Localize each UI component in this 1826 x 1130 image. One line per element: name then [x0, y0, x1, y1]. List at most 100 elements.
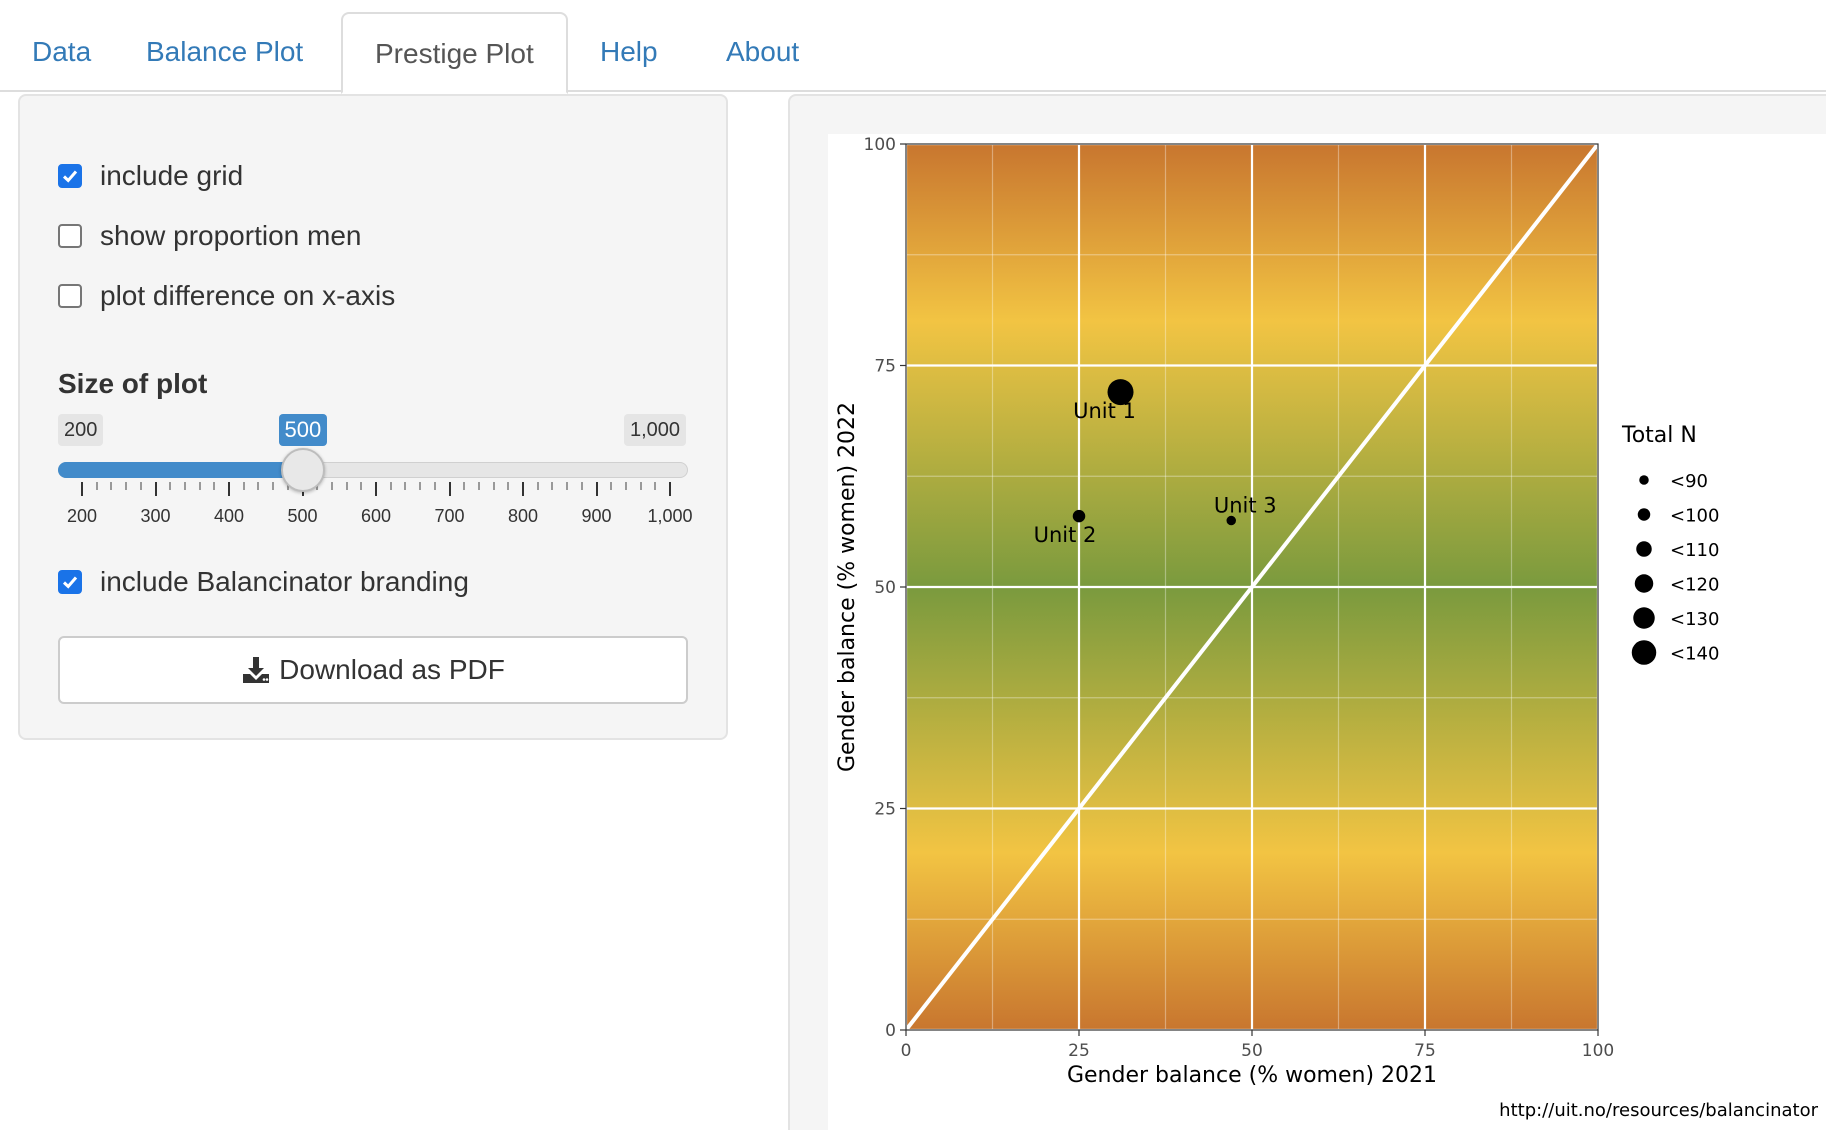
include-grid-option[interactable]: include grid: [58, 156, 243, 196]
slider-tick-label: 800: [507, 506, 539, 526]
download-pdf-button[interactable]: Download as PDF: [58, 636, 688, 704]
slider-minor-tick: [536, 482, 539, 490]
point-label: Unit 1: [1073, 399, 1136, 423]
tab-balance-plot[interactable]: Balance Plot: [146, 36, 304, 67]
size-of-plot-title: Size of plot: [58, 368, 208, 399]
data-point: [1107, 379, 1134, 406]
x-tick-label: 25: [1068, 1041, 1090, 1061]
include-grid-checkbox[interactable]: [58, 164, 82, 188]
slider-value-badge: 500: [278, 414, 328, 446]
slider-tick: [669, 482, 671, 496]
legend-key: [1633, 607, 1655, 629]
slider-max-badge: 1,000: [624, 414, 687, 446]
slider-tick: [154, 482, 157, 496]
slider-minor-tick: [110, 482, 113, 490]
download-pdf-label: Download as PDF: [279, 654, 505, 685]
x-axis-label: Gender balance (% women) 2021: [1067, 1063, 1437, 1088]
slider-tick: [522, 482, 524, 496]
checkmark-icon: [62, 170, 78, 183]
x-tick-label: 50: [1241, 1041, 1263, 1061]
slider-tick-label: 900: [581, 506, 612, 526]
plot-caption: http://uit.no/resources/balancinator: [1499, 1100, 1818, 1121]
legend-key: [1636, 541, 1652, 557]
data-point: [1072, 509, 1086, 523]
slider-minor-tick: [242, 482, 245, 490]
slider-minor-tick: [610, 482, 613, 490]
plot-difference-checkbox[interactable]: [58, 284, 82, 308]
legend-label: <90: [1670, 471, 1708, 492]
include-branding-label: include Balancinator branding: [100, 566, 469, 597]
data-points: Unit 1 Unit 2 Unit 3: [1034, 379, 1277, 547]
slider-tick-label: 400: [213, 506, 245, 526]
legend-title: Total N: [1621, 423, 1697, 448]
show-proportion-men-checkbox[interactable]: [58, 224, 82, 248]
legend-key: [1634, 574, 1654, 593]
checkmark-icon: [62, 576, 78, 589]
slider-minor-tick: [492, 482, 495, 490]
download-icon: [243, 657, 270, 683]
legend-key: [1639, 475, 1649, 485]
point-label: Unit 2: [1034, 523, 1097, 547]
tab-data[interactable]: Data: [32, 36, 92, 67]
slider-handle[interactable]: [280, 448, 325, 492]
y-tick-label: 75: [874, 357, 896, 377]
slider-tick-label: 600: [360, 506, 392, 526]
tab-help[interactable]: Help: [600, 36, 658, 67]
slider-minor-tick: [95, 482, 98, 490]
slider-tick-label: 700: [434, 506, 465, 526]
tab-prestige-plot[interactable]: Prestige Plot: [341, 12, 568, 94]
legend-label: <130: [1670, 609, 1719, 630]
tab-about[interactable]: About: [726, 36, 800, 67]
slider-minor-tick: [139, 482, 142, 490]
point-label: Unit 3: [1214, 494, 1277, 518]
slider-minor-tick: [654, 482, 657, 490]
y-tick-label: 50: [874, 578, 896, 598]
x-tick-label: 100: [1582, 1041, 1614, 1061]
slider-minor-tick: [551, 482, 554, 490]
legend: Total N <90 <100 <110 <120 <130 <140: [1621, 423, 1719, 665]
slider-minor-tick: [360, 482, 363, 490]
show-proportion-men-option[interactable]: show proportion men: [58, 216, 361, 256]
include-branding-checkbox[interactable]: [58, 570, 82, 594]
slider-tick: [448, 482, 451, 496]
slider-tick-label: 500: [287, 506, 318, 526]
x-tick-label: 0: [901, 1041, 912, 1061]
slider-minor-tick: [566, 482, 569, 490]
y-tick-label: 25: [874, 800, 896, 820]
slider-minor-tick: [433, 482, 436, 490]
slider-min-badge: 200: [58, 414, 104, 446]
legend-label: <140: [1670, 644, 1719, 665]
prestige-plot: 0 25 50 75 100 0 25 50 75 100 Unit 1 Unit 2 Unit 3 …: [828, 134, 1826, 1130]
plot-difference-label: plot difference on x-axis: [100, 280, 396, 311]
slider-minor-tick: [169, 482, 172, 490]
y-tick-label: 100: [864, 135, 896, 155]
legend-key: [1631, 640, 1657, 665]
x-tick-label: 75: [1414, 1041, 1436, 1061]
slider-minor-tick: [404, 482, 407, 490]
slider-minor-tick: [183, 482, 186, 490]
slider-minor-tick: [125, 482, 128, 490]
slider-tick: [81, 482, 83, 496]
slider-minor-tick: [639, 482, 642, 490]
slider-tick: [228, 482, 230, 496]
include-branding-option[interactable]: include Balancinator branding: [58, 562, 469, 602]
slider-tick-label: 1,000: [647, 506, 693, 526]
slider-tick: [375, 482, 377, 496]
axes: 0 25 50 75 100 0 25 50 75 100: [864, 135, 1615, 1061]
plot-difference-option[interactable]: plot difference on x-axis: [58, 276, 395, 316]
slider-minor-tick: [272, 482, 275, 490]
slider-minor-tick: [257, 482, 260, 490]
slider-tick-label: 300: [140, 506, 171, 526]
slider-minor-tick: [345, 482, 348, 490]
data-point: [1226, 515, 1236, 526]
y-tick-label: 0: [885, 1021, 896, 1041]
slider-minor-tick: [419, 482, 422, 490]
slider-minor-tick: [389, 482, 392, 490]
options-panel: include grid show proportion men plot di…: [18, 94, 728, 740]
legend-key: [1637, 508, 1651, 521]
legend-label: <110: [1670, 540, 1719, 561]
slider-tick-label: 200: [66, 506, 98, 526]
y-axis-label: Gender balance (% women) 2022: [835, 402, 860, 772]
slider-minor-tick: [213, 482, 216, 490]
